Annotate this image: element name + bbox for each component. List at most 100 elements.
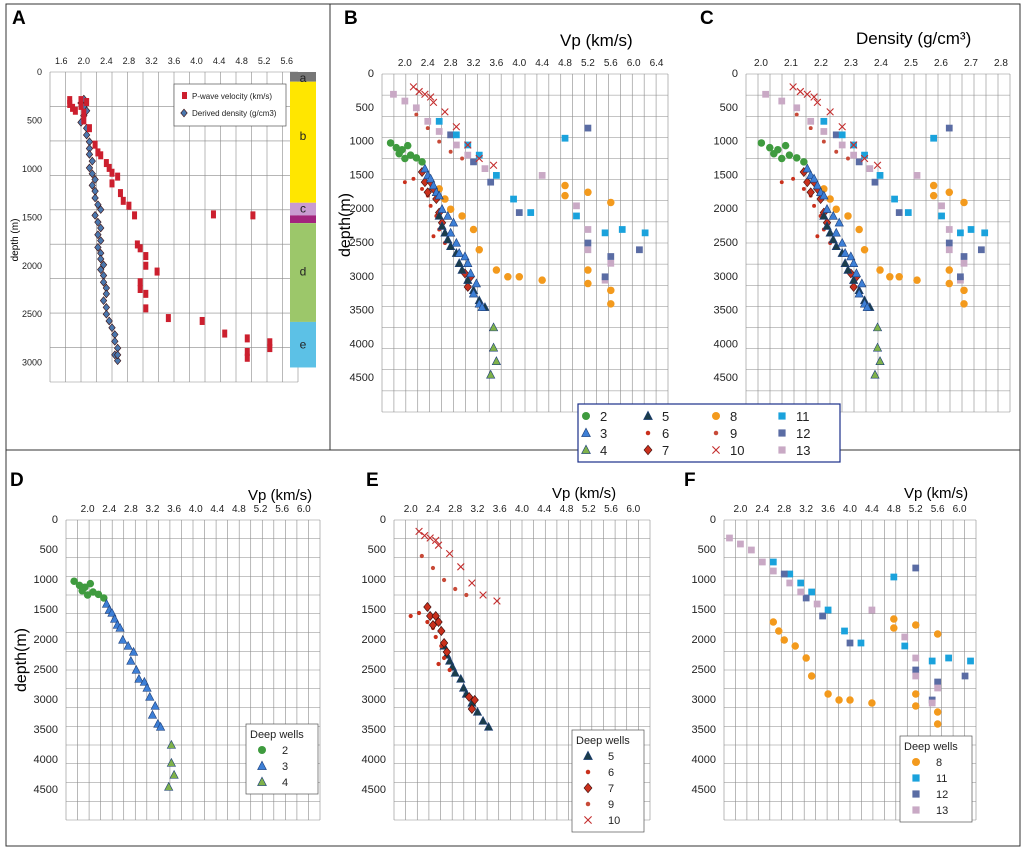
x-tick-label-D: 3.2 xyxy=(146,504,160,515)
legend-marker-E-7 xyxy=(583,782,593,794)
well-13-vp-point xyxy=(607,259,615,267)
well-7-vp-point xyxy=(423,187,432,198)
well-6-density-point xyxy=(815,234,820,239)
y-tick-label-B: 4000 xyxy=(350,338,374,350)
well-12-density-point xyxy=(957,273,964,281)
well-13-vp-point-F xyxy=(769,567,777,575)
well-13-vp-point xyxy=(390,90,397,98)
well-8-vp-point xyxy=(584,279,592,288)
well-8-vp-point-F xyxy=(846,696,854,704)
well-13-density-point xyxy=(913,172,921,179)
well-9-vp-point-E xyxy=(419,553,424,559)
well-8-vp-point xyxy=(607,198,615,207)
y-tick-label-A: 2000 xyxy=(22,261,42,271)
well-10-vp-point-b xyxy=(429,98,438,107)
y-tick-label-E: 0 xyxy=(380,514,386,526)
x-tick-label-D: 2.4 xyxy=(102,504,116,515)
well-2-vp-point xyxy=(401,154,409,163)
x-tick-label-D: 3.6 xyxy=(167,504,181,515)
well-13-vp-point xyxy=(601,276,609,284)
panel-d-title: Vp (km/s) xyxy=(248,487,312,504)
well-7-vp-point xyxy=(463,281,472,292)
well-8-vp-point xyxy=(561,191,569,200)
y-tick-label-F: 500 xyxy=(698,544,716,556)
well-11-vp-point-F xyxy=(786,570,794,578)
well-11-density-point xyxy=(967,226,975,233)
well-13-density-point xyxy=(838,141,846,149)
legend-marker-E-6 xyxy=(585,769,591,775)
well-3-vp-point xyxy=(448,217,459,227)
x-tick-label-E: 3.2 xyxy=(471,504,485,515)
vp-point xyxy=(92,140,98,149)
y-tick-label-A: 0 xyxy=(37,67,42,77)
well-5-vp-point xyxy=(443,234,453,244)
well-13-vp-point xyxy=(573,202,580,210)
well-4-vp-point-D xyxy=(166,739,177,749)
well-10-density-point xyxy=(810,93,818,101)
well-8-vp-point-F xyxy=(911,702,920,710)
well-11-vp-point xyxy=(601,229,609,237)
well-2-density-point xyxy=(785,151,794,159)
legend-label-E-5: 5 xyxy=(608,751,614,763)
well-8-vp-point xyxy=(504,273,512,281)
well-3-density-point xyxy=(828,210,838,220)
wells-legend-label-2: 2 xyxy=(600,409,607,424)
well-10-vp-point-b xyxy=(415,87,423,96)
well-3-vp-point-D xyxy=(107,607,117,617)
well-11-vp-point xyxy=(618,226,626,233)
well-10-vp-point-b xyxy=(421,90,429,99)
well-10-vp-point xyxy=(409,83,418,91)
x-tick-label-B: 6.0 xyxy=(627,58,641,69)
well-3-vp-point-D xyxy=(131,664,141,674)
well-10-density-point xyxy=(826,108,834,116)
well-13-density-point xyxy=(762,90,770,98)
panel-c-title: Density (g/cm³) xyxy=(856,29,971,48)
zone-d xyxy=(290,223,316,322)
vp-point xyxy=(267,338,273,347)
vp-point xyxy=(95,148,101,157)
vp-point xyxy=(137,278,143,287)
well-6-vp-point-E xyxy=(416,610,422,616)
well-13-density-point xyxy=(945,226,953,233)
y-tick-label-F: 0 xyxy=(710,514,716,526)
x-tick-label-A: 4.8 xyxy=(235,56,248,66)
well-8-vp-point xyxy=(515,273,524,281)
well-13-density-point xyxy=(960,259,968,267)
well-6-vp-point xyxy=(402,180,407,185)
well-3-vp-point-D xyxy=(115,622,125,632)
well-11-density-point xyxy=(876,172,884,179)
y-tick-label-C: 4500 xyxy=(714,372,738,384)
well-13-density-point xyxy=(938,202,945,210)
well-11-vp-point-F xyxy=(928,657,936,665)
legend-box-D xyxy=(245,723,319,795)
well-8-density-point xyxy=(945,266,954,274)
well-5-vp-point xyxy=(434,210,444,220)
y-tick-label-C: 2000 xyxy=(714,203,738,215)
well-10-vp-point-E-b xyxy=(445,549,454,558)
vp-point xyxy=(81,116,87,125)
x-tick-label-E: 4.8 xyxy=(560,504,574,515)
well-4-vp-point-D xyxy=(166,757,177,767)
well-13-vp-point-F xyxy=(813,600,821,608)
well-4-density-point xyxy=(870,369,880,379)
well-13-vp-point-F xyxy=(786,579,794,587)
x-tick-label-F: 2.4 xyxy=(755,504,769,515)
well-13-density-point xyxy=(850,151,858,159)
well-5-density-point xyxy=(840,258,850,267)
well-10-vp-point-E xyxy=(468,579,476,587)
wells-legend-label-4: 4 xyxy=(600,443,607,458)
well-10-density-point-b xyxy=(810,93,818,101)
well-3-vp-point xyxy=(446,227,456,237)
well-9-density-point xyxy=(821,139,826,144)
well-13-density-point xyxy=(820,128,828,135)
wells-legend-label-6: 6 xyxy=(662,426,669,441)
well-10-vp-point-b xyxy=(409,83,418,91)
well-3-vp-point xyxy=(434,190,444,200)
x-tick-label-A: 4.4 xyxy=(213,56,226,66)
vp-point xyxy=(78,101,84,110)
well-2-vp-point-D xyxy=(94,590,103,599)
well-10-density-point xyxy=(789,83,797,91)
well-10-vp-point-E xyxy=(445,549,454,558)
well-10-vp-point xyxy=(441,108,449,116)
x-tick-label-B: 5.6 xyxy=(604,58,618,69)
